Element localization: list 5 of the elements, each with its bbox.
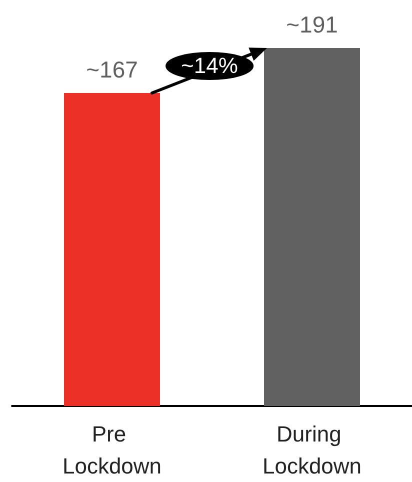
data-label: ~167 xyxy=(86,56,138,82)
x-tick-label: Pre Lockdown xyxy=(62,422,162,478)
data-label: ~191 xyxy=(286,12,338,38)
x-tick-label: During Lockdown xyxy=(262,422,362,478)
annotation: ~14% xyxy=(165,52,254,80)
